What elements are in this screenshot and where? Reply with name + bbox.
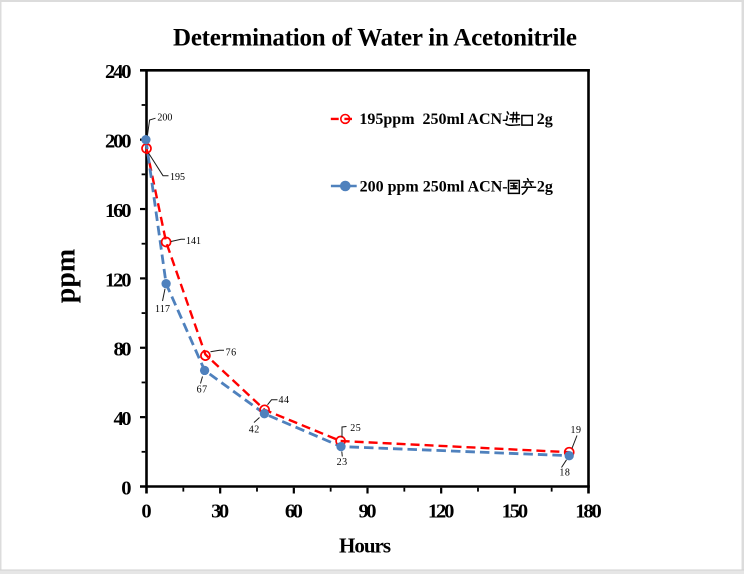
svg-text:150: 150 xyxy=(502,500,529,522)
svg-text:Hours: Hours xyxy=(339,533,391,557)
svg-text:120: 120 xyxy=(105,269,132,291)
svg-text:30: 30 xyxy=(211,500,229,522)
svg-text:90: 90 xyxy=(359,500,377,522)
svg-text:18: 18 xyxy=(559,467,570,478)
svg-text:240: 240 xyxy=(105,61,132,83)
svg-text:25: 25 xyxy=(350,423,361,434)
svg-text:2g: 2g xyxy=(537,111,553,128)
svg-text:180: 180 xyxy=(575,500,602,522)
svg-text:23: 23 xyxy=(337,457,348,468)
svg-text:40: 40 xyxy=(114,408,132,430)
svg-text:0: 0 xyxy=(121,477,131,499)
svg-text:44: 44 xyxy=(279,395,290,406)
svg-text:195: 195 xyxy=(170,172,185,183)
svg-text:67: 67 xyxy=(197,385,208,396)
svg-text:200: 200 xyxy=(105,131,132,153)
svg-text:0: 0 xyxy=(141,500,151,522)
svg-text:200 ppm 250ml ACN-: 200 ppm 250ml ACN- xyxy=(360,178,508,195)
svg-text:ppm: ppm xyxy=(51,249,82,303)
svg-text:Determination of Water in Acet: Determination of Water in Acetonitrile xyxy=(173,24,577,51)
svg-text:42: 42 xyxy=(249,424,260,435)
svg-text:2g: 2g xyxy=(537,178,553,195)
svg-text:141: 141 xyxy=(186,236,201,247)
svg-text:19: 19 xyxy=(571,425,582,436)
svg-text:117: 117 xyxy=(155,304,170,315)
svg-text:195ppm 250ml ACN-: 195ppm 250ml ACN- xyxy=(359,111,507,128)
svg-text:120: 120 xyxy=(428,500,455,522)
svg-text:60: 60 xyxy=(285,500,303,522)
svg-text:80: 80 xyxy=(114,339,132,361)
svg-text:160: 160 xyxy=(105,200,132,222)
svg-text:76: 76 xyxy=(226,347,237,358)
svg-text:200: 200 xyxy=(157,113,172,124)
